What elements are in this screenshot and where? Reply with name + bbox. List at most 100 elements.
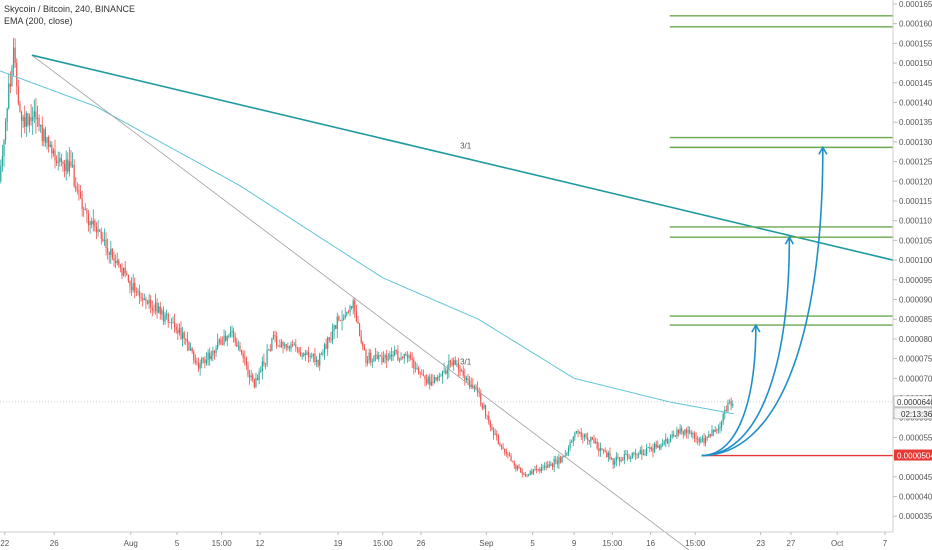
countdown-tag xyxy=(893,407,932,420)
candle-body xyxy=(35,111,37,120)
candle-body xyxy=(244,357,246,359)
candle-body xyxy=(716,429,718,431)
candle-body xyxy=(668,442,670,444)
candle-body xyxy=(274,334,276,337)
candle-body xyxy=(161,310,163,315)
candle-body xyxy=(711,429,713,437)
candle-body xyxy=(94,220,96,227)
support-price-value: 0.00005040 xyxy=(897,452,932,461)
candle-body xyxy=(693,433,696,439)
candle-body xyxy=(609,452,611,460)
candle-body xyxy=(284,344,286,346)
candle-body xyxy=(395,350,397,351)
candle-body xyxy=(159,306,161,315)
candle-body xyxy=(132,282,134,291)
candle-body xyxy=(108,252,110,255)
candle-body xyxy=(330,339,332,341)
candle-body xyxy=(548,464,550,466)
candle-body xyxy=(394,350,396,356)
candle-body xyxy=(687,430,689,433)
candle-body xyxy=(435,377,437,380)
candle-body xyxy=(338,316,340,320)
candle-body xyxy=(727,402,729,412)
candle-body xyxy=(414,368,417,370)
y-tick-label: 0.00010000 xyxy=(899,256,932,265)
candle-body xyxy=(172,322,174,324)
candle-body xyxy=(33,111,35,117)
candle-body xyxy=(357,321,359,324)
y-tick-label: 0.00015500 xyxy=(899,39,932,48)
candle-body xyxy=(320,354,322,355)
candle-body xyxy=(118,260,120,265)
candle-body xyxy=(49,144,51,147)
candle-body xyxy=(181,332,184,339)
projection-arrowhead xyxy=(751,323,761,333)
candle-body xyxy=(9,83,11,87)
candle-body xyxy=(438,376,440,377)
candle-body xyxy=(28,117,31,126)
candle-body xyxy=(331,331,334,341)
candle-body xyxy=(641,449,643,456)
candle-body xyxy=(706,437,708,439)
candle-body xyxy=(212,350,214,356)
candle-body xyxy=(221,343,224,345)
candle-body xyxy=(535,468,538,470)
candle-body xyxy=(119,264,122,268)
candle-body xyxy=(277,345,279,347)
candle-body xyxy=(269,349,271,351)
candle-body xyxy=(512,461,514,463)
x-tick-label: 23 xyxy=(756,539,765,548)
candle-body xyxy=(697,438,699,440)
candle-body xyxy=(213,350,216,353)
trendline-label: 3/1 xyxy=(460,142,472,151)
candle-body xyxy=(411,358,413,360)
candle-body xyxy=(56,160,58,163)
candle-body xyxy=(19,103,21,112)
candle-body xyxy=(194,360,196,363)
y-tick-label: 0.00009500 xyxy=(899,276,932,285)
candle-body xyxy=(223,335,225,345)
candle-body xyxy=(52,150,55,154)
projection-arrow xyxy=(701,147,824,457)
candle-body xyxy=(336,316,338,329)
x-tick-label: Oct xyxy=(831,539,844,548)
candle-body xyxy=(240,349,243,354)
candle-body xyxy=(386,355,388,361)
candle-body xyxy=(65,159,67,172)
candle-body xyxy=(625,454,627,455)
candle-body xyxy=(598,448,600,452)
candle-body xyxy=(137,290,139,292)
candle-body xyxy=(561,456,563,462)
candle-body xyxy=(204,358,206,364)
candle-body xyxy=(202,358,204,360)
candle-body xyxy=(556,460,558,465)
candle-body xyxy=(725,410,727,412)
candle-body xyxy=(679,428,681,434)
candle-body xyxy=(569,442,571,448)
candle-body xyxy=(103,239,106,241)
candle-body xyxy=(150,299,152,308)
candle-body xyxy=(84,208,86,210)
candle-body xyxy=(87,213,90,226)
candle-body xyxy=(614,460,616,465)
candle-body xyxy=(245,358,247,366)
candle-body xyxy=(553,459,555,467)
candle-body xyxy=(587,437,589,441)
current-price-tag xyxy=(893,395,932,408)
candle-body xyxy=(154,302,157,311)
candle-body xyxy=(193,351,195,361)
candle-body xyxy=(146,301,149,304)
candle-body xyxy=(449,360,452,363)
candle-body xyxy=(537,469,539,470)
candle-body xyxy=(454,360,456,365)
candle-body xyxy=(379,355,381,356)
candle-body xyxy=(344,314,346,319)
candle-body xyxy=(489,421,491,428)
candle-body xyxy=(317,359,319,366)
diagonal-trendline xyxy=(31,54,690,550)
candle-body xyxy=(79,191,82,198)
candle-body xyxy=(491,427,493,431)
candle-body xyxy=(20,111,23,122)
candle-body xyxy=(148,299,150,304)
